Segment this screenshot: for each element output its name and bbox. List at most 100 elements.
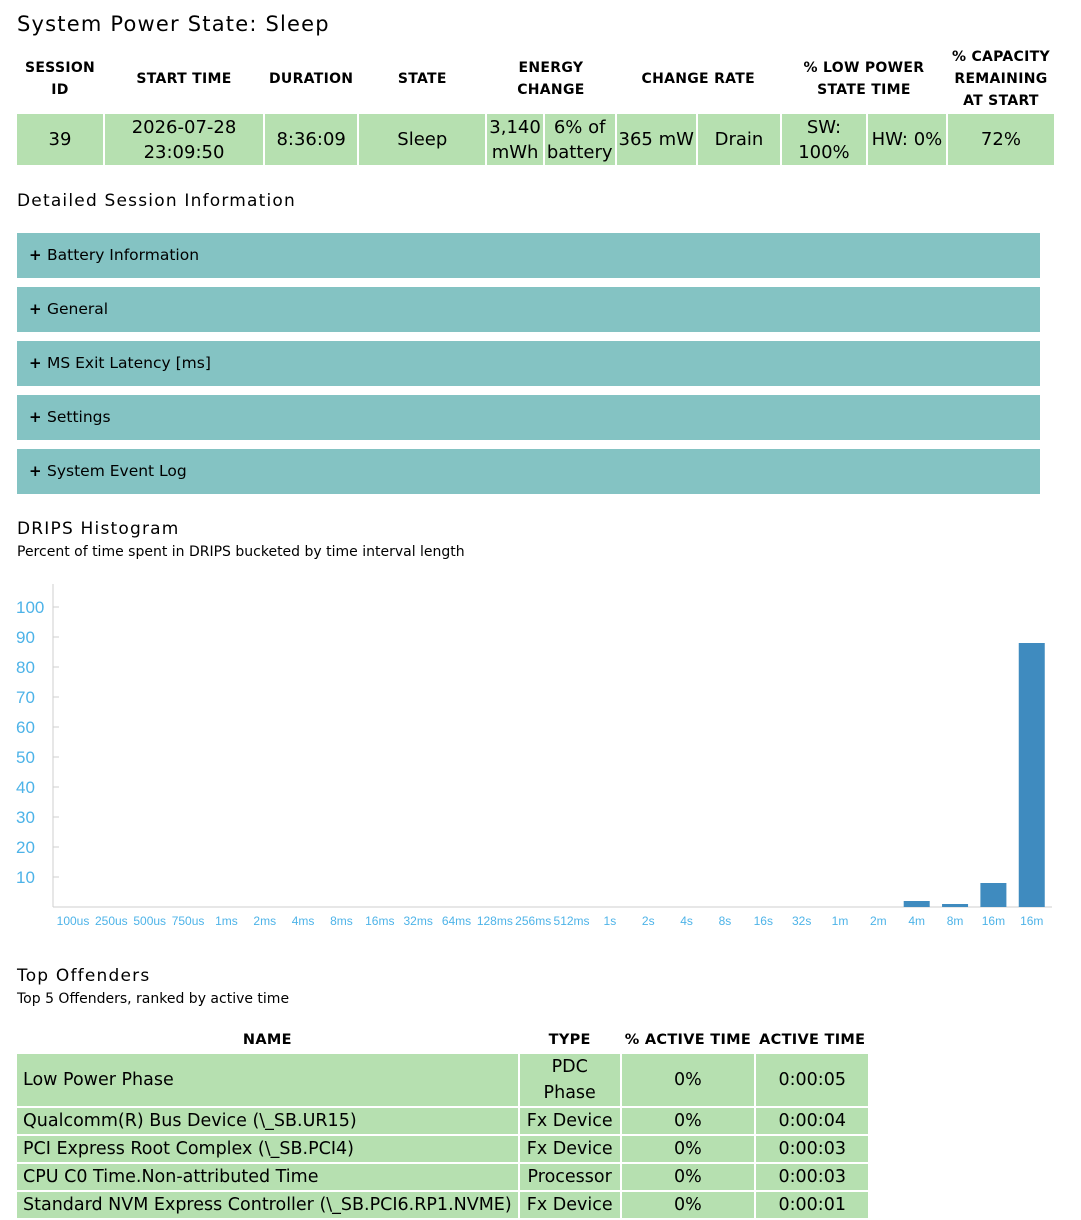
change-rate: 365 mW — [616, 114, 696, 165]
x-tick-label: 32s — [792, 914, 811, 928]
offender-row: Low Power Phase PDC Phase 0% 0:00:05 — [17, 1054, 869, 1106]
x-tick-label: 16ms — [365, 914, 394, 928]
section-label: General — [47, 300, 109, 318]
histogram-bar — [1018, 643, 1045, 907]
session-row: 39 2026-07-28 23:09:50 8:36:09 Sleep 3,1… — [17, 114, 1054, 165]
offender-name: Low Power Phase — [17, 1054, 518, 1106]
x-tick-label: 256ms — [515, 914, 551, 928]
sw-low-power: SW: 100% — [781, 114, 866, 165]
header-active-time: ACTIVE TIME — [759, 1032, 866, 1048]
header-state: STATE — [397, 71, 447, 87]
header-name: NAME — [242, 1032, 292, 1048]
x-tick-label: 16m — [1020, 914, 1043, 928]
x-tick-label: 1ms — [215, 914, 238, 928]
offender-name: PCI Express Root Complex (\_SB.PCI4) — [17, 1136, 518, 1162]
header-start-time: START TIME — [136, 71, 232, 87]
x-tick-label: 8ms — [330, 914, 353, 928]
section-system-event-log[interactable]: + System Event Log — [17, 449, 1040, 494]
histogram-subtitle: Percent of time spent in DRIPS bucketed … — [17, 544, 465, 560]
x-tick-label: 500us — [133, 914, 166, 928]
offenders-subtitle: Top 5 Offenders, ranked by active time — [17, 991, 290, 1007]
offenders-title: Top Offenders — [17, 966, 151, 986]
offender-active-time: 0:00:01 — [756, 1192, 869, 1218]
y-tick-label: 60 — [16, 718, 35, 737]
section-label: Settings — [47, 408, 111, 426]
offender-type: PDC Phase — [519, 1054, 620, 1106]
expand-icon: + — [29, 300, 42, 318]
y-tick-label: 30 — [16, 808, 35, 827]
header-capacity-remaining: % CAPACITY REMAINING AT START — [951, 49, 1050, 109]
state: Sleep — [359, 114, 486, 165]
header-change-rate: CHANGE RATE — [641, 71, 755, 87]
x-tick-label: 8m — [947, 914, 964, 928]
duration: 8:36:09 — [265, 114, 358, 165]
energy-mwh: 3,140 mWh — [487, 114, 543, 165]
offender-percent: 0% — [621, 1164, 755, 1190]
section-label: System Event Log — [47, 462, 187, 480]
expand-icon: + — [29, 408, 42, 426]
y-tick-label: 40 — [16, 778, 35, 797]
y-tick-label: 100 — [16, 598, 44, 617]
x-tick-label: 8s — [719, 914, 732, 928]
histogram-bar — [942, 904, 969, 907]
section-label: MS Exit Latency [ms] — [47, 354, 211, 372]
y-tick-label: 20 — [16, 838, 35, 857]
header-type: TYPE — [548, 1032, 591, 1048]
histogram-bar — [980, 883, 1007, 907]
y-tick-label: 50 — [16, 748, 35, 767]
x-tick-label: 1m — [832, 914, 849, 928]
offender-active-time: 0:00:03 — [756, 1136, 869, 1162]
offender-type: Processor — [519, 1164, 620, 1190]
header-energy-change: ENERGY CHANGE — [517, 60, 585, 98]
x-tick-label: 64ms — [442, 914, 471, 928]
offender-type: Fx Device — [519, 1108, 620, 1134]
y-tick-label: 90 — [16, 628, 35, 647]
x-tick-label: 4s — [680, 914, 693, 928]
section-general[interactable]: + General — [17, 287, 1040, 332]
y-tick-label: 80 — [16, 658, 35, 677]
page-title: System Power State: Sleep — [17, 12, 330, 36]
x-tick-label: 1s — [604, 914, 617, 928]
change-direction: Drain — [697, 114, 780, 165]
session-id: 39 — [17, 114, 103, 165]
offender-row: CPU C0 Time.Non-attributed Time Processo… — [17, 1164, 869, 1190]
start-time: 2026-07-28 23:09:50 — [105, 114, 263, 165]
detail-heading: Detailed Session Information — [17, 191, 297, 211]
x-tick-label: 512ms — [554, 914, 590, 928]
x-tick-label: 32ms — [403, 914, 432, 928]
header-percent-active-time: % ACTIVE TIME — [624, 1032, 752, 1048]
offender-percent: 0% — [621, 1108, 755, 1134]
x-tick-label: 2ms — [253, 914, 276, 928]
x-tick-label: 128ms — [477, 914, 513, 928]
x-tick-label: 2s — [642, 914, 655, 928]
x-tick-label: 750us — [172, 914, 205, 928]
session-summary-table: SESSION ID START TIME DURATION STATE ENE… — [15, 44, 1056, 167]
x-tick-label: 100us — [57, 914, 90, 928]
x-tick-label: 4ms — [292, 914, 315, 928]
y-tick-label: 10 — [16, 868, 35, 887]
expand-icon: + — [29, 462, 42, 480]
section-label: Battery Information — [47, 246, 200, 264]
top-offenders-table: NAME TYPE % ACTIVE TIME ACTIVE TIME Low … — [15, 1026, 870, 1220]
offender-percent: 0% — [621, 1192, 755, 1218]
section-settings[interactable]: + Settings — [17, 395, 1040, 440]
offender-percent: 0% — [621, 1054, 755, 1106]
section-battery-information[interactable]: + Battery Information — [17, 233, 1040, 278]
histogram-title: DRIPS Histogram — [17, 519, 180, 539]
x-tick-label: 16s — [754, 914, 773, 928]
offender-name: CPU C0 Time.Non-attributed Time — [17, 1164, 518, 1190]
offender-type: Fx Device — [519, 1192, 620, 1218]
offender-active-time: 0:00:04 — [756, 1108, 869, 1134]
offender-row: PCI Express Root Complex (\_SB.PCI4) Fx … — [17, 1136, 869, 1162]
capacity-at-start: 72% — [947, 114, 1054, 165]
offender-percent: 0% — [621, 1136, 755, 1162]
header-session-id: SESSION ID — [24, 60, 96, 98]
hw-low-power: HW: 0% — [867, 114, 946, 165]
offender-name: Standard NVM Express Controller (\_SB.PC… — [17, 1192, 518, 1218]
section-ms-exit-latency[interactable]: + MS Exit Latency [ms] — [17, 341, 1040, 386]
offender-type: Fx Device — [519, 1136, 620, 1162]
y-tick-label: 70 — [16, 688, 35, 707]
energy-percent: 6% of battery — [544, 114, 615, 165]
offender-active-time: 0:00:05 — [756, 1054, 869, 1106]
expand-icon: + — [29, 246, 42, 264]
